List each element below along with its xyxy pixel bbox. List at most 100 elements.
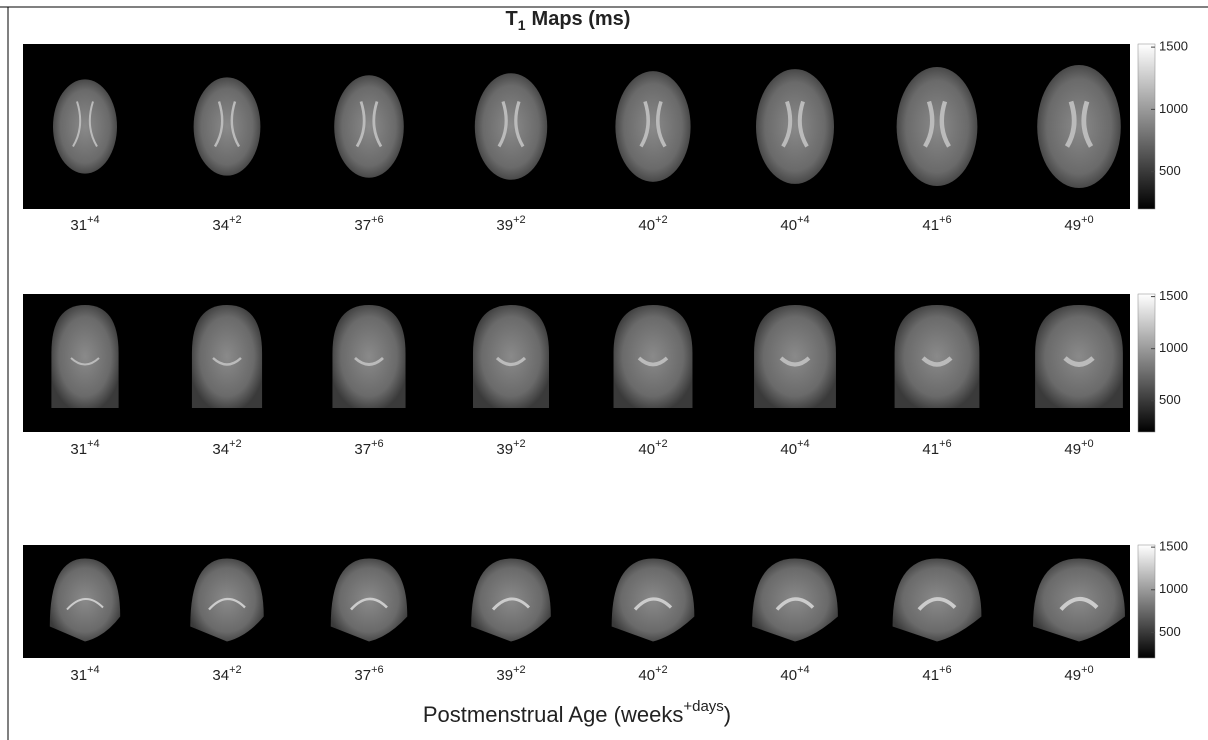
age-weeks: 31 — [70, 217, 87, 234]
age-label: 39+2 — [496, 438, 525, 458]
brain — [615, 71, 690, 182]
brain — [1037, 65, 1121, 188]
age-label: 39+2 — [496, 664, 525, 684]
brain — [192, 305, 262, 408]
age-days: +4 — [797, 438, 810, 450]
age-days: +6 — [939, 664, 952, 676]
brain-image — [1037, 65, 1121, 188]
colorbar-tick-label: 1000 — [1159, 581, 1188, 596]
brain — [475, 73, 547, 180]
age-weeks: 41 — [922, 217, 939, 234]
age-weeks: 40 — [638, 441, 655, 458]
age-days: +4 — [797, 664, 810, 676]
brain-image — [334, 75, 404, 177]
age-weeks: 49 — [1064, 217, 1081, 234]
brain — [895, 305, 980, 408]
age-days: +2 — [229, 664, 242, 676]
age-days: +6 — [371, 664, 384, 676]
age-label: 40+2 — [638, 438, 667, 458]
age-weeks: 39 — [496, 217, 513, 234]
age-weeks: 40 — [638, 667, 655, 684]
age-label: 40+2 — [638, 664, 667, 684]
colorbar-tick-label: 500 — [1159, 624, 1181, 639]
colorbar — [1138, 294, 1155, 432]
age-days: +4 — [87, 664, 100, 676]
age-days: +2 — [655, 438, 668, 450]
age-weeks: 41 — [922, 441, 939, 458]
brain — [756, 69, 834, 184]
age-label: 37+6 — [354, 214, 383, 234]
age-weeks: 37 — [354, 667, 371, 684]
brain — [754, 305, 836, 408]
age-weeks: 34 — [212, 217, 229, 234]
brain — [332, 305, 405, 408]
colorbar — [1138, 545, 1155, 658]
age-days: +6 — [371, 438, 384, 450]
age-days: +6 — [371, 214, 384, 226]
age-weeks: 34 — [212, 667, 229, 684]
brain-image — [754, 305, 836, 408]
brain-image — [1035, 305, 1123, 408]
age-days: +0 — [1081, 438, 1094, 450]
age-label: 41+6 — [922, 214, 951, 234]
brain-image — [192, 305, 262, 408]
age-days: +0 — [1081, 214, 1094, 226]
age-label: 31+4 — [70, 438, 99, 458]
brain-image — [51, 305, 118, 408]
age-label: 49+0 — [1064, 214, 1093, 234]
age-label: 31+4 — [70, 214, 99, 234]
age-label: 40+4 — [780, 664, 809, 684]
age-days: +4 — [87, 438, 100, 450]
age-days: +2 — [513, 664, 526, 676]
brain — [194, 77, 261, 175]
brain — [51, 305, 118, 408]
brain-image — [756, 69, 834, 184]
title-subscript: 1 — [518, 17, 526, 33]
age-label: 39+2 — [496, 214, 525, 234]
age-weeks: 31 — [70, 667, 87, 684]
age-days: +2 — [513, 214, 526, 226]
brain — [473, 305, 549, 408]
age-weeks: 40 — [780, 441, 797, 458]
age-label: 37+6 — [354, 664, 383, 684]
brain — [1035, 305, 1123, 408]
colorbar — [1138, 44, 1155, 209]
colorbar-tick-label: 500 — [1159, 163, 1181, 178]
age-days: +2 — [229, 438, 242, 450]
age-weeks: 49 — [1064, 441, 1081, 458]
brain-image — [614, 305, 693, 408]
age-label: 34+2 — [212, 664, 241, 684]
age-weeks: 39 — [496, 667, 513, 684]
brain — [334, 75, 404, 177]
age-days: +4 — [87, 214, 100, 226]
age-weeks: 39 — [496, 441, 513, 458]
colorbar-tick-label: 1500 — [1159, 39, 1188, 54]
brain — [614, 305, 693, 408]
age-label: 31+4 — [70, 664, 99, 684]
age-days: +4 — [797, 214, 810, 226]
age-label: 49+0 — [1064, 664, 1093, 684]
brain-image — [194, 77, 261, 175]
title-suffix: Maps (ms) — [532, 8, 631, 30]
brain-image — [53, 79, 117, 173]
age-weeks: 40 — [638, 217, 655, 234]
age-label: 41+6 — [922, 664, 951, 684]
xlabel-text: Postmenstrual Age (weeks — [423, 702, 683, 727]
brain-image — [332, 305, 405, 408]
brain-image — [895, 305, 980, 408]
brain — [897, 67, 978, 186]
age-label: 49+0 — [1064, 438, 1093, 458]
age-label: 41+6 — [922, 438, 951, 458]
age-label: 40+2 — [638, 214, 667, 234]
age-label: 34+2 — [212, 214, 241, 234]
age-label: 40+4 — [780, 438, 809, 458]
age-days: +2 — [513, 438, 526, 450]
age-days: +6 — [939, 438, 952, 450]
colorbar-tick-label: 1000 — [1159, 340, 1188, 355]
colorbar-tick-label: 1500 — [1159, 288, 1188, 303]
brain — [53, 79, 117, 173]
age-weeks: 34 — [212, 441, 229, 458]
brain-image — [475, 73, 547, 180]
age-label: 40+4 — [780, 214, 809, 234]
